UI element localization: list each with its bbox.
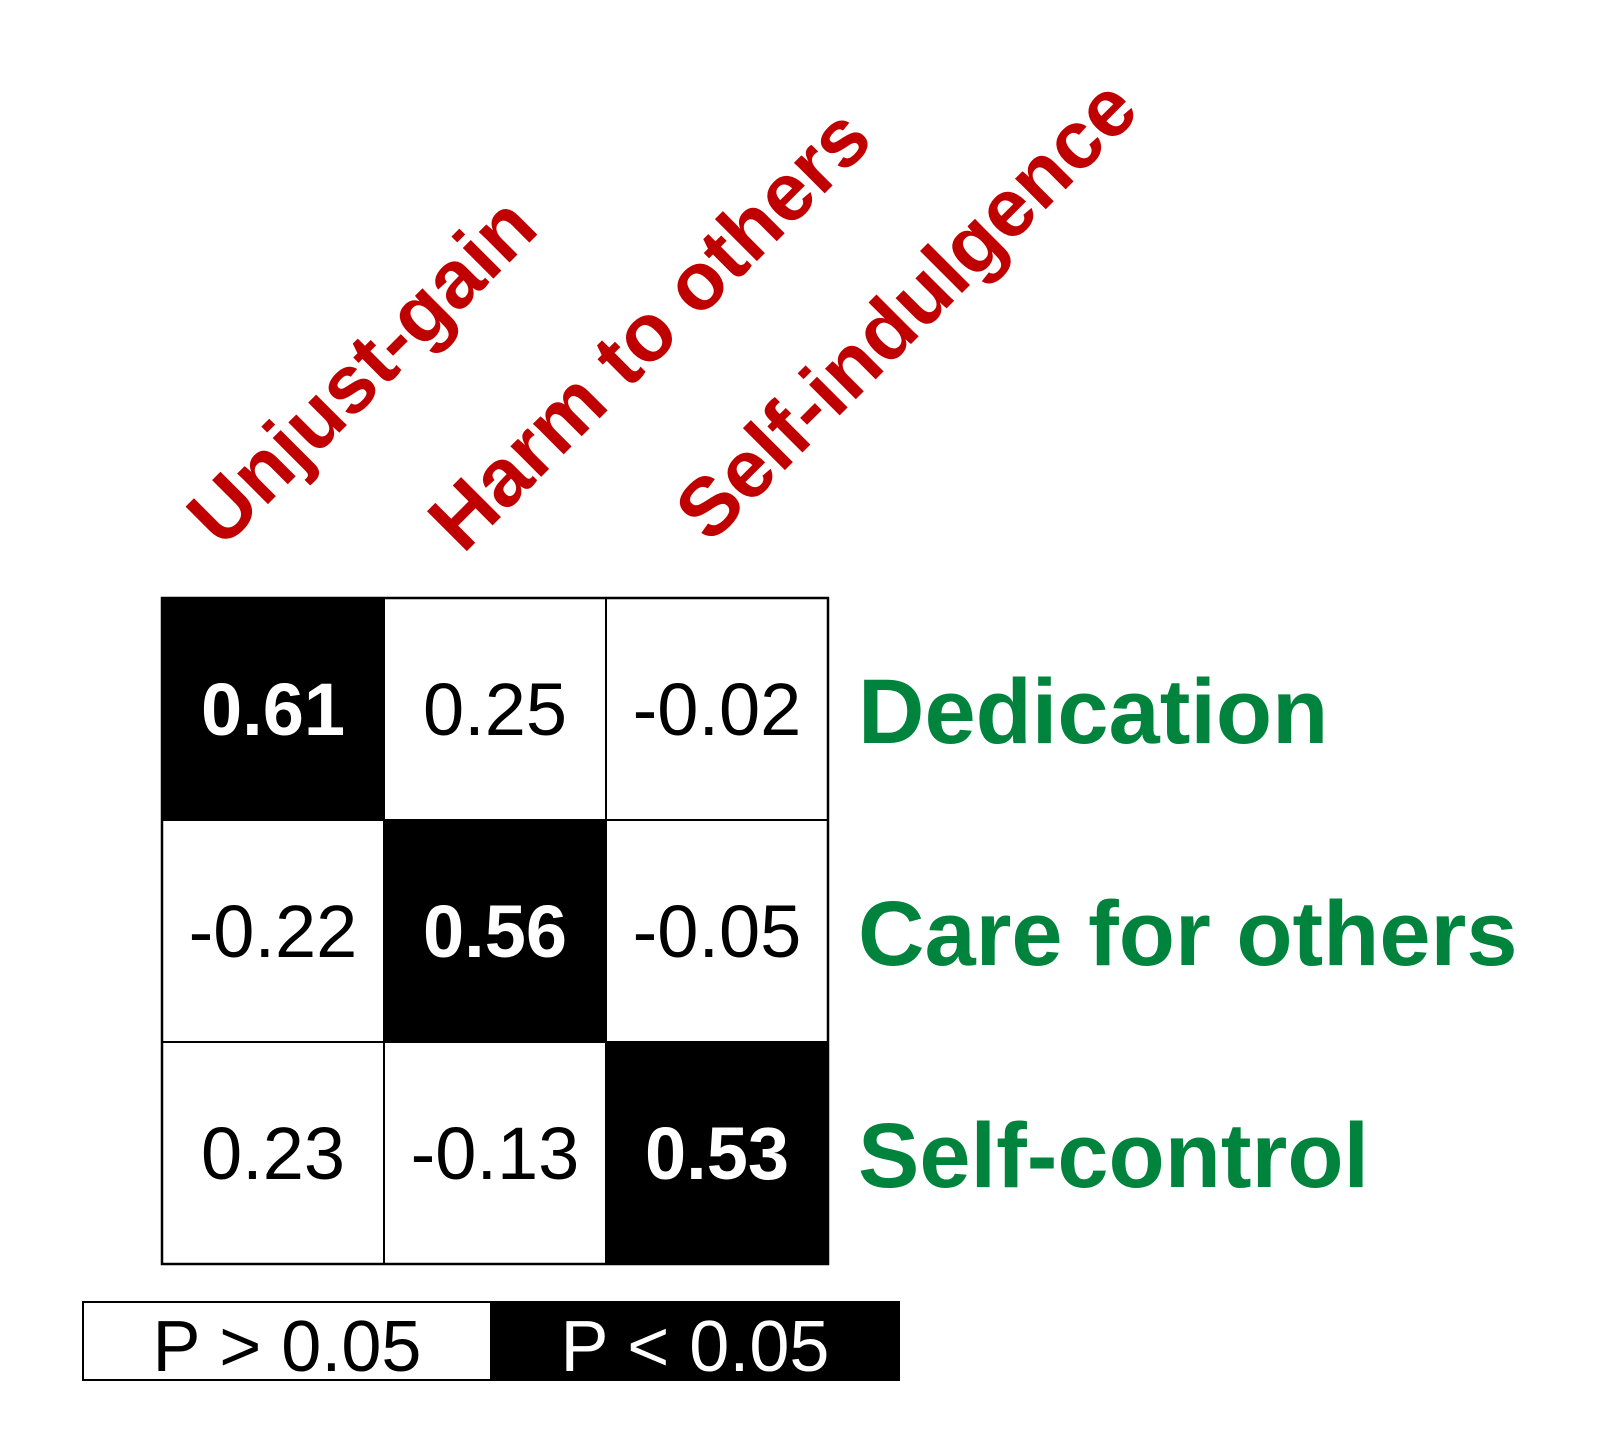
matrix-cell-r2-c1 [383,1041,607,1265]
matrix-cell-r1-c1 [383,819,607,1043]
matrix-value-r1-c2: -0.05 [633,890,802,973]
row-label-dedication: Dedication [858,661,1328,763]
legend-swatch-1 [490,1301,900,1381]
row-label-self-control: Self-control [858,1105,1369,1207]
row-label-care-for-others: Care for others [858,883,1518,985]
legend-label-0: P > 0.05 [153,1307,422,1387]
matrix-cell-r1-c2 [605,819,829,1043]
matrix-value-r0-c0: 0.61 [201,668,345,751]
matrix-border [160,596,830,1266]
legend-swatch-0 [82,1301,492,1381]
matrix-value-r2-c2: 0.53 [645,1112,789,1195]
matrix-value-r2-c0: 0.23 [201,1112,345,1195]
legend: P > 0.05 P < 0.05 [82,1301,900,1387]
matrix-value-r0-c2: -0.02 [633,668,802,751]
matrix-cells: 0.61 0.25 -0.02 -0.22 0.56 -0.05 0.23 -0.13 0.53 [160,596,830,1266]
matrix-cell-r1-c0 [161,819,385,1043]
column-label-harm-to-others: Harm to others [411,91,888,568]
matrix-value-r1-c1: 0.56 [423,890,567,973]
row-labels: Dedication Care for others Self-control [858,661,1518,1207]
matrix-value-r1-c0: -0.22 [189,890,358,973]
legend-label-1: P < 0.05 [561,1307,830,1387]
matrix-value-r2-c1: -0.13 [411,1112,580,1195]
matrix-value-r0-c1: 0.25 [423,668,567,751]
matrix-cell-r0-c2 [605,597,829,821]
matrix-cell-r2-c0 [161,1041,385,1265]
